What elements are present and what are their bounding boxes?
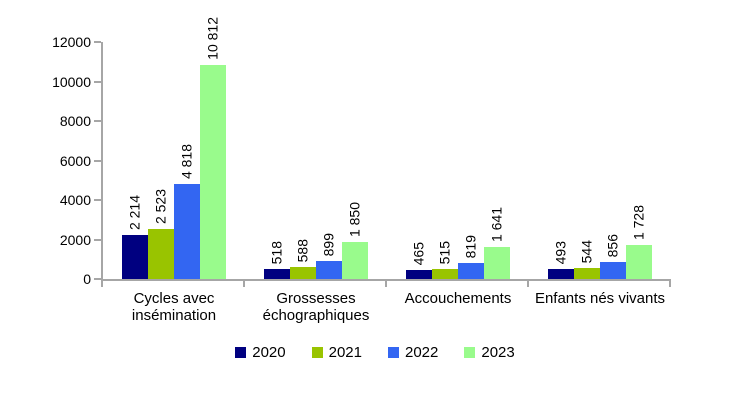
category-label: Grossesses échographiques — [262, 290, 370, 325]
y-axis-tick-label: 12000 — [52, 34, 91, 50]
y-axis-tick — [94, 278, 101, 280]
bar-2021 — [290, 267, 316, 279]
bar-2023 — [484, 247, 510, 279]
x-axis-tick — [527, 281, 529, 287]
bar-2022 — [458, 263, 484, 279]
y-axis-tick-label: 4000 — [59, 192, 91, 208]
bar-2023 — [200, 65, 226, 279]
legend-label-2020: 2020 — [252, 344, 286, 361]
legend-label-2023: 2023 — [481, 344, 515, 361]
bar-value-label: 4 818 — [178, 143, 195, 179]
bar-value-label: 515 — [436, 240, 453, 264]
bar-2020 — [548, 269, 574, 279]
legend-swatch-2022 — [388, 347, 399, 358]
category-label: Cycles avec insémination — [131, 290, 217, 325]
legend: 2020 2021 2022 2023 — [0, 344, 750, 361]
x-axis-tick — [385, 281, 387, 287]
y-axis-tick-label: 8000 — [59, 113, 91, 129]
x-axis-tick — [669, 281, 671, 287]
bar-2021 — [574, 268, 600, 279]
y-axis-tick-label: 10000 — [52, 73, 91, 90]
bar-2023 — [342, 242, 368, 279]
y-axis-tick — [94, 80, 101, 83]
legend-item-2020: 2020 — [235, 344, 286, 361]
legend-swatch-2020 — [235, 347, 247, 358]
x-axis-line — [101, 279, 671, 281]
bar-2021 — [148, 229, 174, 279]
legend-label-2022: 2022 — [405, 344, 439, 361]
legend-swatch-2023 — [464, 347, 476, 358]
bar-2022 — [316, 261, 342, 279]
bar-value-label: 1 641 — [488, 206, 505, 242]
bar-value-label: 1 728 — [630, 204, 647, 240]
y-axis-tick — [94, 120, 101, 122]
bar-2020 — [122, 235, 148, 279]
y-axis-tick-label: 0 — [83, 271, 91, 287]
x-axis-tick — [243, 281, 245, 287]
bar-2022 — [600, 262, 626, 279]
bar-value-label: 856 — [604, 233, 621, 257]
x-axis-tick — [101, 281, 103, 287]
bar-2020 — [406, 270, 432, 279]
bar-value-label: 2 214 — [126, 194, 143, 230]
legend-item-2021: 2021 — [311, 344, 362, 361]
bar-value-label: 2 523 — [152, 188, 169, 224]
bar-2022 — [174, 184, 200, 279]
category-label: Accouchements — [404, 290, 512, 307]
bar-2021 — [432, 269, 458, 279]
legend-item-2022: 2022 — [388, 344, 438, 361]
bar-value-label: 518 — [268, 240, 285, 264]
legend-item-2023: 2023 — [464, 344, 515, 361]
y-axis-tick — [94, 238, 101, 241]
legend-label-2021: 2021 — [328, 344, 362, 361]
bar-value-label: 819 — [462, 234, 479, 258]
y-axis-tick-label: 2000 — [59, 231, 91, 248]
category-label: Enfants nés vivants — [534, 290, 666, 307]
y-axis-line — [101, 42, 103, 281]
bar-value-label: 544 — [578, 239, 595, 263]
bar-value-label: 465 — [410, 241, 427, 265]
bar-value-label: 588 — [294, 238, 311, 262]
plot-area: 0 2000 4000 6000 8000 10000 12000 2 214 2 523 4 8… — [52, 17, 671, 324]
y-axis-tick — [94, 41, 101, 43]
y-axis-tick — [94, 199, 101, 201]
bar-value-label: 10 812 — [204, 17, 221, 60]
bar-value-label: 899 — [320, 232, 337, 256]
bar-2020 — [264, 269, 290, 279]
y-axis-tick — [94, 159, 101, 162]
bar-value-label: 1 850 — [346, 201, 363, 237]
y-axis-tick-label: 6000 — [59, 152, 91, 169]
legend-swatch-2021 — [311, 347, 323, 358]
bar-2023 — [626, 245, 652, 279]
bar-value-label: 493 — [552, 240, 569, 264]
